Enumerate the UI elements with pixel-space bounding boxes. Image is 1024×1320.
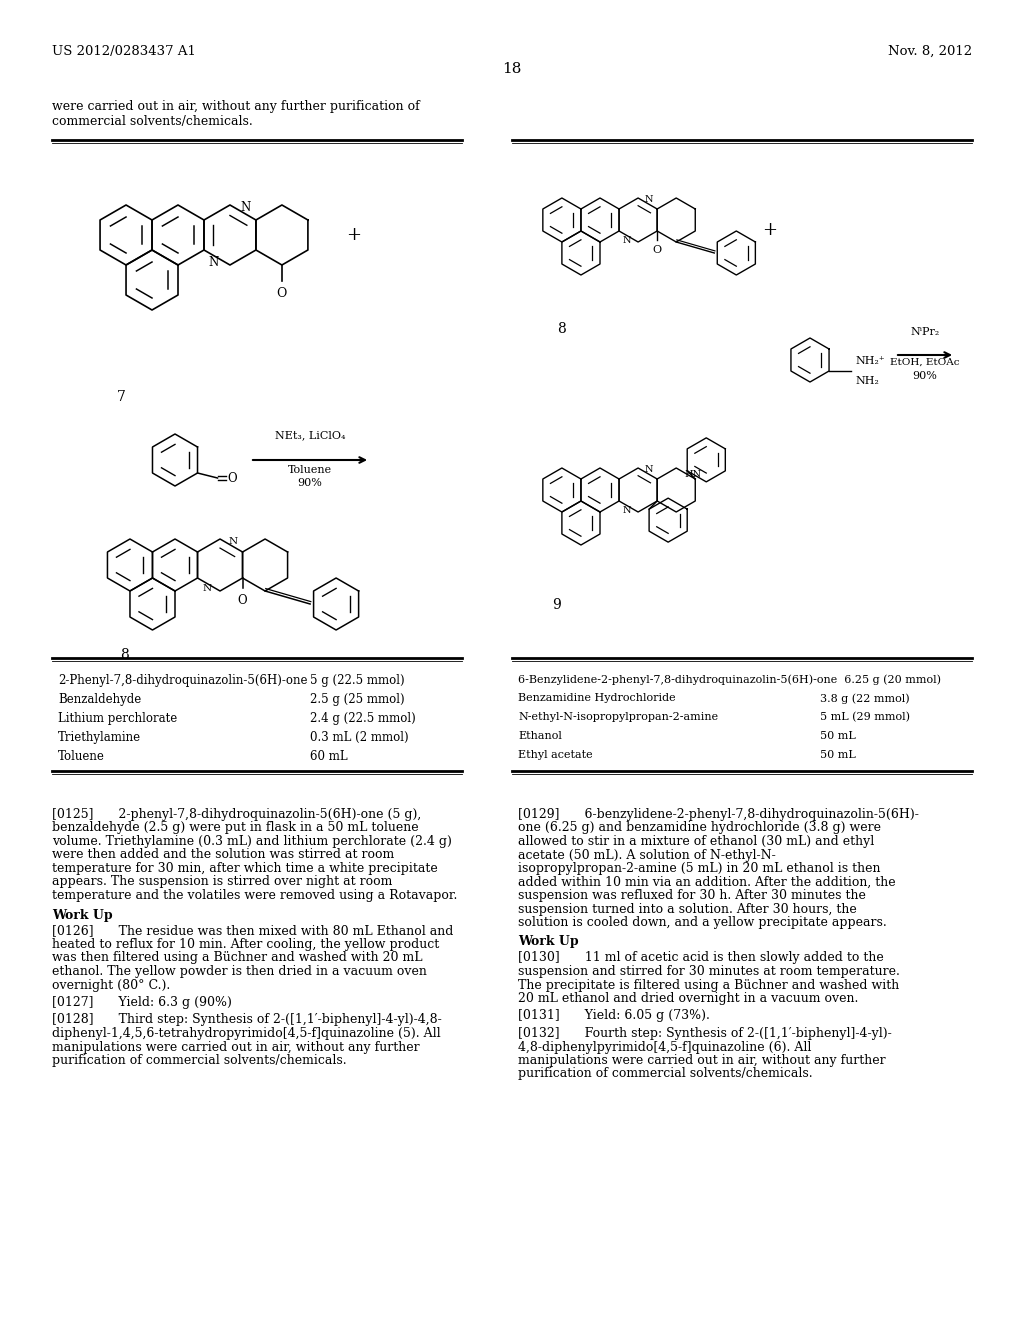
Text: 60 mL: 60 mL <box>310 750 347 763</box>
Text: +: + <box>763 220 777 239</box>
Text: [0129]  6-benzylidene-2-phenyl-7,8-dihydroquinazolin-5(6H)-: [0129] 6-benzylidene-2-phenyl-7,8-dihydr… <box>518 808 919 821</box>
Text: N: N <box>645 466 653 474</box>
Text: Nov. 8, 2012: Nov. 8, 2012 <box>888 45 972 58</box>
Text: suspension and stirred for 30 minutes at room temperature.: suspension and stirred for 30 minutes at… <box>518 965 900 978</box>
Text: N: N <box>203 585 212 593</box>
Text: NH₂: NH₂ <box>855 376 879 385</box>
Text: NH₂⁺: NH₂⁺ <box>855 356 885 366</box>
Text: [0128]  Third step: Synthesis of 2-([1,1′-biphenyl]-4-yl)-4,8-: [0128] Third step: Synthesis of 2-([1,1′… <box>52 1014 441 1027</box>
Text: suspension turned into a solution. After 30 hours, the: suspension turned into a solution. After… <box>518 903 857 916</box>
Text: [0131]  Yield: 6.05 g (73%).: [0131] Yield: 6.05 g (73%). <box>518 1010 710 1023</box>
Text: 20 mL ethanol and dried overnight in a vacuum oven.: 20 mL ethanol and dried overnight in a v… <box>518 993 858 1005</box>
Text: 3.8 g (22 mmol): 3.8 g (22 mmol) <box>820 693 909 704</box>
Text: 2-Phenyl-7,8-dihydroquinazolin-5(6H)-one: 2-Phenyl-7,8-dihydroquinazolin-5(6H)-one <box>58 675 307 686</box>
Text: 9: 9 <box>553 598 561 612</box>
Text: temperature for 30 min, after which time a white precipitate: temperature for 30 min, after which time… <box>52 862 437 875</box>
Text: [0125]  2-phenyl-7,8-dihydroquinazolin-5(6H)-one (5 g),: [0125] 2-phenyl-7,8-dihydroquinazolin-5(… <box>52 808 421 821</box>
Text: O: O <box>227 471 238 484</box>
Text: US 2012/0283437 A1: US 2012/0283437 A1 <box>52 45 196 58</box>
Text: 4,8-diphenylpyrimido[4,5-f]quinazoline (6). All: 4,8-diphenylpyrimido[4,5-f]quinazoline (… <box>518 1040 811 1053</box>
Text: allowed to stir in a mixture of ethanol (30 mL) and ethyl: allowed to stir in a mixture of ethanol … <box>518 836 874 847</box>
Text: were carried out in air, without any further purification of: were carried out in air, without any fur… <box>52 100 420 114</box>
Text: Triethylamine: Triethylamine <box>58 731 141 744</box>
Text: N-ethyl-N-isopropylpropan-2-amine: N-ethyl-N-isopropylpropan-2-amine <box>518 711 718 722</box>
Text: Benzaldehyde: Benzaldehyde <box>58 693 141 706</box>
Text: solution is cooled down, and a yellow precipitate appears.: solution is cooled down, and a yellow pr… <box>518 916 887 929</box>
Text: 90%: 90% <box>912 371 937 381</box>
Text: purification of commercial solvents/chemicals.: purification of commercial solvents/chem… <box>52 1053 347 1067</box>
Text: Work Up: Work Up <box>52 908 113 921</box>
Text: 18: 18 <box>503 62 521 77</box>
Text: was then filtered using a Büchner and washed with 20 mL: was then filtered using a Büchner and wa… <box>52 952 423 965</box>
Text: isopropylpropan-2-amine (5 mL) in 20 mL ethanol is then: isopropylpropan-2-amine (5 mL) in 20 mL … <box>518 862 881 875</box>
Text: commercial solvents/chemicals.: commercial solvents/chemicals. <box>52 115 253 128</box>
Text: [0130]  11 ml of acetic acid is then slowly added to the: [0130] 11 ml of acetic acid is then slow… <box>518 952 884 965</box>
Text: suspension was refluxed for 30 h. After 30 minutes the: suspension was refluxed for 30 h. After … <box>518 888 866 902</box>
Text: 2.5 g (25 mmol): 2.5 g (25 mmol) <box>310 693 404 706</box>
Text: were then added and the solution was stirred at room: were then added and the solution was sti… <box>52 849 394 862</box>
Text: N: N <box>645 195 653 205</box>
Text: 0.3 mL (2 mmol): 0.3 mL (2 mmol) <box>310 731 409 744</box>
Text: N: N <box>623 506 632 515</box>
Text: purification of commercial solvents/chemicals.: purification of commercial solvents/chem… <box>518 1068 813 1081</box>
Text: manipulations were carried out in air, without any further: manipulations were carried out in air, w… <box>518 1053 886 1067</box>
Text: Benzamidine Hydrochloride: Benzamidine Hydrochloride <box>518 693 676 704</box>
Text: overnight (80° C.).: overnight (80° C.). <box>52 978 170 991</box>
Text: temperature and the volatiles were removed using a Rotavapor.: temperature and the volatiles were remov… <box>52 888 458 902</box>
Text: Ethyl acetate: Ethyl acetate <box>518 750 593 760</box>
Text: [0127]  Yield: 6.3 g (90%): [0127] Yield: 6.3 g (90%) <box>52 997 231 1008</box>
Text: NEt₃, LiClO₄: NEt₃, LiClO₄ <box>274 430 345 440</box>
Text: Ethanol: Ethanol <box>518 731 562 741</box>
Text: 8: 8 <box>121 648 129 663</box>
Text: 50 mL: 50 mL <box>820 750 856 760</box>
Text: benzaldehyde (2.5 g) were put in flask in a 50 mL toluene: benzaldehyde (2.5 g) were put in flask i… <box>52 821 419 834</box>
Text: 5 g (22.5 mmol): 5 g (22.5 mmol) <box>310 675 404 686</box>
Text: 5 mL (29 mmol): 5 mL (29 mmol) <box>820 711 910 722</box>
Text: 8: 8 <box>557 322 566 337</box>
Text: acetate (50 mL). A solution of N-ethyl-N-: acetate (50 mL). A solution of N-ethyl-N… <box>518 849 776 862</box>
Text: ethanol. The yellow powder is then dried in a vacuum oven: ethanol. The yellow powder is then dried… <box>52 965 427 978</box>
Text: 6-Benzylidene-2-phenyl-7,8-dihydroquinazolin-5(6H)-one  6.25 g (20 mmol): 6-Benzylidene-2-phenyl-7,8-dihydroquinaz… <box>518 675 941 685</box>
Text: added within 10 min via an addition. After the addition, the: added within 10 min via an addition. Aft… <box>518 875 896 888</box>
Text: N: N <box>209 256 219 268</box>
Text: Lithium perchlorate: Lithium perchlorate <box>58 711 177 725</box>
Text: 2.4 g (22.5 mmol): 2.4 g (22.5 mmol) <box>310 711 416 725</box>
Text: +: + <box>346 226 361 244</box>
Text: O: O <box>652 246 662 255</box>
Text: Toluene: Toluene <box>288 465 332 475</box>
Text: O: O <box>238 594 248 607</box>
Text: HN: HN <box>684 470 701 479</box>
Text: O: O <box>276 286 287 300</box>
Text: NⁱPr₂: NⁱPr₂ <box>910 327 940 337</box>
Text: Work Up: Work Up <box>518 936 579 949</box>
Text: [0132]  Fourth step: Synthesis of 2-([1,1′-biphenyl]-4-yl)-: [0132] Fourth step: Synthesis of 2-([1,1… <box>518 1027 892 1040</box>
Text: 90%: 90% <box>298 478 323 488</box>
Text: diphenyl-1,4,5,6-tetrahydropyrimido[4,5-f]quinazoline (5). All: diphenyl-1,4,5,6-tetrahydropyrimido[4,5-… <box>52 1027 440 1040</box>
Text: heated to reflux for 10 min. After cooling, the yellow product: heated to reflux for 10 min. After cooli… <box>52 939 439 950</box>
Text: one (6.25 g) and benzamidine hydrochloride (3.8 g) were: one (6.25 g) and benzamidine hydrochlori… <box>518 821 881 834</box>
Text: EtOH, EtOAc: EtOH, EtOAc <box>890 358 959 367</box>
Text: volume. Triethylamine (0.3 mL) and lithium perchlorate (2.4 g): volume. Triethylamine (0.3 mL) and lithi… <box>52 836 452 847</box>
Text: N: N <box>623 236 632 244</box>
Text: The precipitate is filtered using a Büchner and washed with: The precipitate is filtered using a Büch… <box>518 978 899 991</box>
Text: 7: 7 <box>117 389 126 404</box>
Text: manipulations were carried out in air, without any further: manipulations were carried out in air, w… <box>52 1040 420 1053</box>
Text: N: N <box>228 537 238 546</box>
Text: [0126]  The residue was then mixed with 80 mL Ethanol and: [0126] The residue was then mixed with 8… <box>52 924 454 937</box>
Text: 50 mL: 50 mL <box>820 731 856 741</box>
Text: N: N <box>241 202 251 214</box>
Text: Toluene: Toluene <box>58 750 104 763</box>
Text: appears. The suspension is stirred over night at room: appears. The suspension is stirred over … <box>52 875 392 888</box>
